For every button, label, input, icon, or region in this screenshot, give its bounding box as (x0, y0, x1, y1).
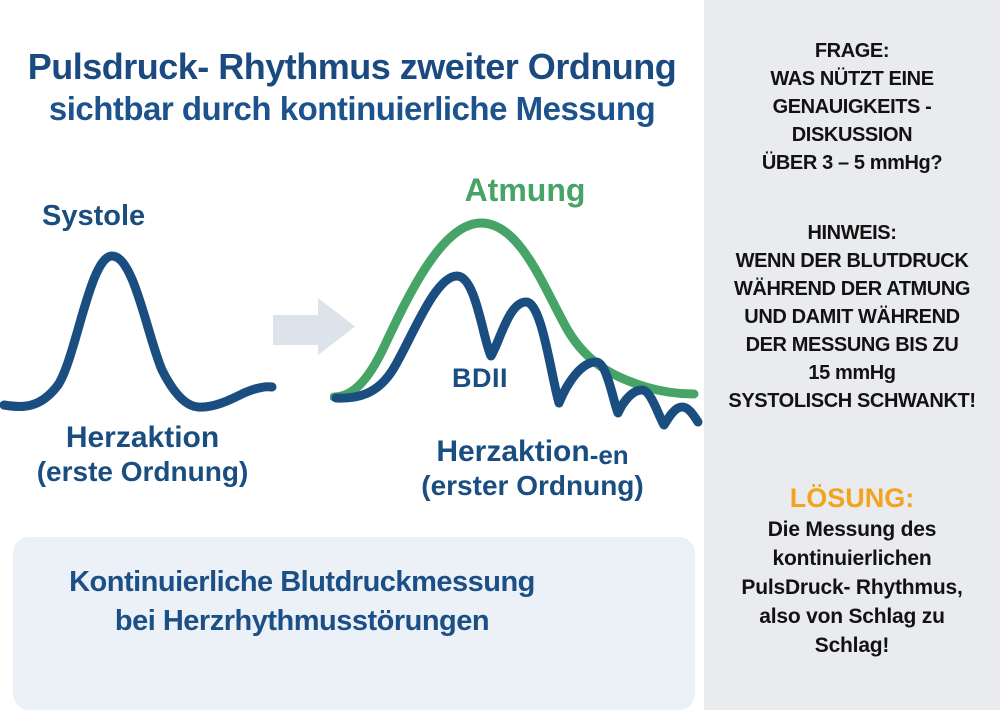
sidebar-notes: FRAGE: WAS NÜTZT EINE GENAUIGKEITS - DIS… (704, 0, 1000, 710)
bdii-label: BDII (452, 363, 508, 393)
modulated-pulse-curves (330, 218, 703, 430)
bottom-banner-line2: bei Herzrhythmusstörungen (114, 605, 490, 637)
right-arrow-icon (273, 298, 355, 355)
hinweis-heading: HINWEIS: (807, 222, 897, 244)
frage-line: ÜBER 3 – 5 mmHg? (761, 152, 943, 174)
hinweis-line: WÄHREND DER ATMUNG (733, 278, 971, 300)
loesung-line: also von Schlag zu (759, 605, 945, 628)
second-order-caption-line1: Herzaktion-en (385, 434, 680, 470)
hinweis-line: SYSTOLISCH SCHWANKT! (728, 390, 976, 412)
second-order-caption-line2: (erster Ordnung) (421, 470, 644, 501)
first-order-caption: Herzaktion (erste Ordnung) (0, 420, 285, 488)
en-suffix: -en (589, 440, 629, 470)
loesung-line: kontinuierlichen (772, 547, 932, 570)
bottom-banner-text: Kontinuierliche Blutdruckmessung bei Her… (13, 563, 591, 641)
herzaktion-text: Herzaktion (436, 435, 590, 468)
hinweis-block: HINWEIS: WENN DER BLUTDRUCK WÄHREND DER … (704, 219, 1000, 415)
frage-heading: FRAGE: (814, 40, 890, 62)
atmung-label: Atmung (464, 172, 586, 208)
frage-line: WAS NÜTZT EINE (770, 68, 934, 90)
hinweis-line: 15 mmHg (808, 362, 896, 384)
slide-title-line2: sichtbar durch kontinuierliche Messung (48, 90, 656, 127)
loesung-line: PulsDruck- Rhythmus, (741, 576, 963, 599)
loesung-line: Die Messung des (767, 518, 937, 541)
second-order-caption: Herzaktion-en (erster Ordnung) (385, 434, 680, 502)
systole-label: Systole (42, 200, 146, 232)
loesung-heading: LÖSUNG: (789, 483, 915, 513)
frage-line: DISKUSSION (791, 124, 913, 146)
loesung-block: LÖSUNG: Die Messung des kontinuierlichen… (704, 481, 1000, 660)
single-pulse-curve (0, 251, 277, 412)
hinweis-line: UND DAMIT WÄHREND (744, 306, 960, 328)
arrow-shape (273, 298, 355, 355)
main-diagram-area: Pulsdruck- Rhythmus zweiter Ordnung sich… (0, 46, 703, 710)
first-order-caption-line1: Herzaktion (65, 421, 220, 454)
bottom-banner: Kontinuierliche Blutdruckmessung bei Her… (13, 537, 695, 710)
first-order-caption-line2: (erste Ordnung) (36, 456, 249, 487)
bdii-waveform-path (331, 271, 703, 430)
bottom-banner-line1: Kontinuierliche Blutdruckmessung (69, 566, 535, 598)
slide-title-line1: Pulsdruck- Rhythmus zweiter Ordnung (27, 46, 677, 87)
frage-block: FRAGE: WAS NÜTZT EINE GENAUIGKEITS - DIS… (704, 37, 1000, 177)
hinweis-line: WENN DER BLUTDRUCK (735, 250, 969, 272)
herzaktion-pulse-path (0, 251, 277, 412)
hinweis-line: DER MESSUNG BIS ZU (745, 334, 959, 356)
loesung-line: Schlag! (814, 634, 890, 657)
frage-line: GENAUIGKEITS - (772, 96, 932, 118)
